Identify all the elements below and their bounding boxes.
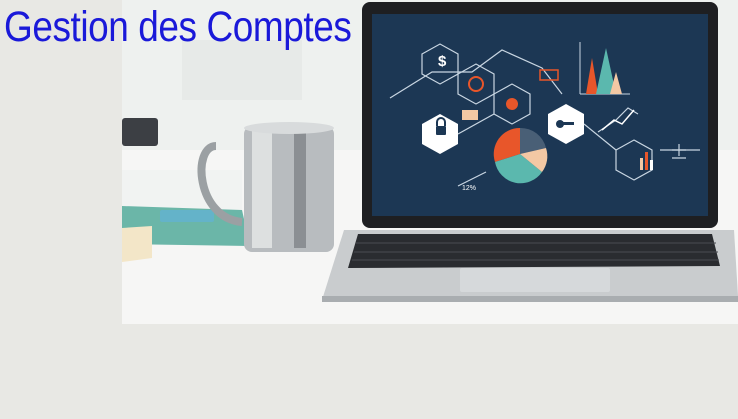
laptop-desk-illustration: $ 12% <box>122 0 738 324</box>
laptop-screen <box>372 14 708 216</box>
percent-label: 12% <box>462 185 476 192</box>
pointer-icon <box>506 98 518 110</box>
refresh-icon <box>468 76 484 92</box>
mini-triangle-chart <box>579 42 630 95</box>
banknote-icon <box>539 69 559 81</box>
metal-mug <box>197 122 334 252</box>
mini-bar-chart <box>640 152 653 170</box>
laptop <box>322 2 738 302</box>
hero-photo: $ 12% <box>122 0 738 324</box>
pie-chart-graphic <box>493 127 548 184</box>
dollar-icon: $ <box>438 53 447 70</box>
trend-arrow-icon <box>601 109 635 131</box>
notebook <box>122 170 242 210</box>
lock-icon <box>436 126 446 135</box>
page-title: Gestion des Comptes <box>4 3 352 51</box>
scales-icon <box>672 144 686 159</box>
keyboard <box>348 234 720 268</box>
credit-card-icon <box>462 110 478 120</box>
trackpad <box>460 268 610 292</box>
phone-device <box>122 118 158 146</box>
